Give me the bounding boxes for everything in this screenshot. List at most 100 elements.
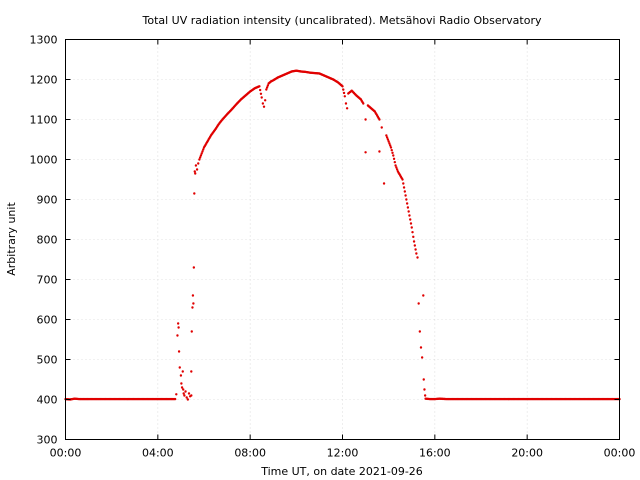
data-point: [382, 182, 386, 185]
data-point: [403, 190, 407, 193]
data-point: [386, 138, 390, 141]
data-point: [259, 92, 263, 95]
data-point: [199, 154, 203, 157]
data-point: [179, 374, 183, 377]
x-tick-label: 00:00: [50, 447, 82, 460]
data-point: [401, 178, 404, 181]
grid: [65, 39, 620, 440]
x-tick-label: 04:00: [142, 447, 174, 460]
x-tick-label: 20:00: [511, 447, 543, 460]
data-point: [412, 235, 415, 239]
data-point: [190, 370, 193, 373]
data-point: [395, 166, 398, 169]
data-point: [191, 294, 195, 297]
data-point: [342, 91, 346, 95]
data-point: [385, 134, 388, 137]
y-tick-label: 800: [37, 234, 58, 247]
data-point: [192, 302, 195, 305]
data-point: [412, 240, 416, 243]
data-point: [409, 222, 413, 225]
data-point: [265, 88, 268, 91]
x-tick-label: 00:00: [604, 447, 636, 460]
y-tick-label: 300: [37, 434, 58, 447]
data-point: [423, 388, 426, 391]
y-tick-label: 1100: [30, 114, 58, 127]
data-point: [364, 118, 367, 121]
y-tick-label: 1000: [30, 154, 58, 167]
data-point: [423, 394, 427, 397]
x-tick-label: 16:00: [419, 447, 451, 460]
data-point: [405, 202, 409, 205]
y-tick-label: 700: [37, 274, 58, 287]
data-point: [201, 150, 204, 153]
data-point: [176, 322, 180, 325]
data-points: [64, 69, 621, 401]
data-point: [176, 334, 179, 337]
data-point: [194, 164, 198, 167]
data-point: [362, 102, 365, 105]
data-point: [415, 252, 418, 255]
y-tick-label: 1200: [30, 74, 58, 87]
data-point: [183, 394, 186, 397]
data-point: [261, 102, 265, 105]
data-point: [408, 214, 411, 217]
data-point: [173, 397, 177, 401]
data-point: [258, 85, 261, 88]
data-point: [200, 152, 203, 155]
data-point: [193, 170, 196, 173]
data-point: [402, 182, 405, 185]
data-point: [178, 366, 181, 369]
data-point: [197, 162, 200, 165]
x-axis-label: Time UT, on date 2021-09-26: [260, 465, 423, 478]
data-point: [191, 306, 194, 309]
data-point: [344, 102, 348, 105]
data-point: [192, 266, 196, 269]
data-point: [198, 158, 201, 161]
data-point: [190, 394, 193, 397]
data-point: [394, 164, 397, 167]
data-point: [177, 326, 180, 329]
data-point: [190, 330, 193, 333]
data-point: [411, 230, 414, 234]
data-point: [413, 244, 417, 247]
data-point: [378, 118, 381, 121]
y-tick-label: 400: [37, 394, 58, 407]
data-point: [345, 107, 349, 110]
y-axis: 300 400 500 600 700 800 900 1000 1100 1200 1300: [30, 34, 620, 447]
y-tick-label: 1300: [30, 34, 58, 47]
data-point: [177, 350, 181, 353]
data-point: [409, 218, 412, 221]
data-point: [388, 142, 391, 145]
data-point: [393, 160, 397, 164]
data-point: [185, 396, 188, 399]
data-point: [417, 302, 420, 305]
data-point: [389, 144, 392, 147]
data-point: [392, 157, 396, 161]
data-point: [195, 168, 199, 171]
data-point: [266, 84, 270, 87]
data-point: [385, 136, 389, 139]
data-point: [402, 186, 406, 189]
data-point: [414, 248, 417, 251]
data-point: [265, 86, 269, 89]
data-point: [391, 151, 394, 155]
data-point: [419, 346, 423, 349]
data-point: [180, 386, 184, 389]
data-point: [380, 126, 383, 129]
data-point: [406, 206, 410, 209]
y-tick-label: 500: [37, 354, 58, 367]
data-point: [404, 194, 407, 197]
data-point: [342, 88, 345, 91]
y-tick-label: 900: [37, 194, 58, 207]
data-point: [405, 198, 408, 201]
data-point: [262, 105, 266, 108]
data-point: [175, 393, 178, 396]
data-point: [390, 148, 393, 152]
data-point: [395, 168, 399, 171]
data-point: [389, 146, 393, 149]
data-point: [407, 210, 410, 213]
data-point: [260, 96, 263, 99]
y-tick-label: 600: [37, 314, 58, 327]
y-axis-label: Arbitrary unit: [5, 202, 18, 276]
